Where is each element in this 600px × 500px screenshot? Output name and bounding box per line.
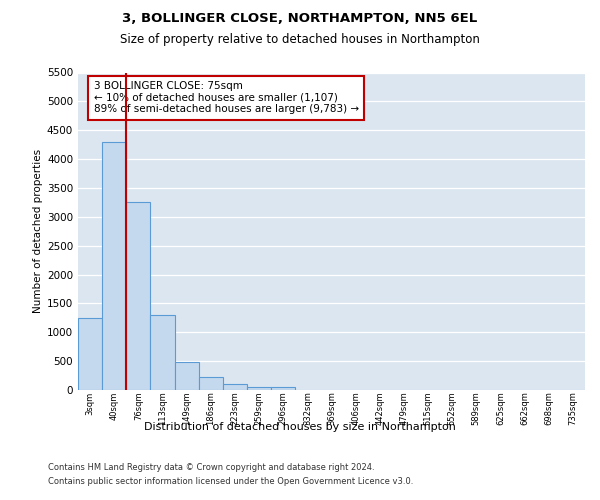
Bar — [271, 387, 295, 390]
Text: 3, BOLLINGER CLOSE, NORTHAMPTON, NN5 6EL: 3, BOLLINGER CLOSE, NORTHAMPTON, NN5 6EL — [122, 12, 478, 26]
Bar — [199, 378, 223, 390]
Bar — [247, 386, 271, 390]
Bar — [175, 362, 199, 390]
Bar — [126, 202, 151, 390]
Text: 3 BOLLINGER CLOSE: 75sqm
← 10% of detached houses are smaller (1,107)
89% of sem: 3 BOLLINGER CLOSE: 75sqm ← 10% of detach… — [94, 81, 359, 114]
Text: Contains HM Land Registry data © Crown copyright and database right 2024.: Contains HM Land Registry data © Crown c… — [48, 462, 374, 471]
Text: Contains public sector information licensed under the Open Government Licence v3: Contains public sector information licen… — [48, 478, 413, 486]
Text: Size of property relative to detached houses in Northampton: Size of property relative to detached ho… — [120, 32, 480, 46]
Bar — [78, 318, 102, 390]
Y-axis label: Number of detached properties: Number of detached properties — [33, 149, 43, 314]
Bar — [223, 384, 247, 390]
Bar — [102, 142, 126, 390]
Bar — [151, 315, 175, 390]
Text: Distribution of detached houses by size in Northampton: Distribution of detached houses by size … — [144, 422, 456, 432]
